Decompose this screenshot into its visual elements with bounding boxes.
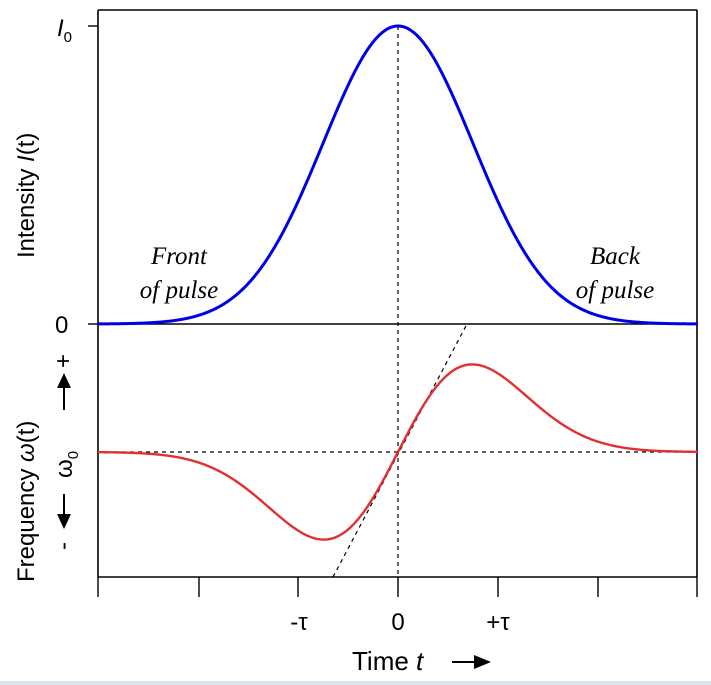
intensity-curve xyxy=(98,24,698,326)
intensity-label-prefix: Intensity xyxy=(13,162,40,258)
x-label-var: t xyxy=(416,646,425,676)
xtick-marks xyxy=(97,577,698,597)
intensity-label-var: I xyxy=(13,155,40,162)
freq-up-arrow-icon xyxy=(57,373,71,410)
x-axis-label: Time t xyxy=(352,646,425,676)
freq-minus-label: - xyxy=(50,542,77,550)
x-label-prefix: Time xyxy=(352,646,416,676)
ytick-i0-sub: 0 xyxy=(64,29,72,46)
frequency-axis-label: Frequency ω(t) xyxy=(13,421,40,582)
back-of-pulse-line1: Back xyxy=(590,243,641,270)
bottom-border-strip xyxy=(0,681,711,685)
front-of-pulse-line1: Front xyxy=(150,243,208,270)
freq-omega0-main: ω xyxy=(51,459,78,478)
freq-plus-label: + xyxy=(50,354,77,368)
front-of-pulse-line2: of pulse xyxy=(140,277,218,304)
xtick-label: -τ xyxy=(290,609,308,636)
intensity-axis-label: Intensity I(t) xyxy=(13,133,40,258)
freq-down-arrow-icon xyxy=(57,494,71,529)
freq-omega0-label: ω0 xyxy=(51,451,82,478)
frequency-curve xyxy=(98,363,698,541)
frequency-label-arg: (t) xyxy=(13,421,40,444)
back-of-pulse-line2: of pulse xyxy=(576,277,654,304)
ytick-i0-main: I xyxy=(57,15,64,42)
frequency-label-var: ω xyxy=(13,443,40,462)
xtick-label: +τ xyxy=(486,609,510,636)
ytick-label-i0: I0 xyxy=(57,15,72,46)
xtick-label: 0 xyxy=(391,609,404,636)
time-right-arrow-icon xyxy=(452,655,491,669)
ytick-label-zero: 0 xyxy=(55,312,68,339)
frequency-label-prefix: Frequency xyxy=(13,462,40,582)
freq-omega0-sub: 0 xyxy=(65,451,82,459)
intensity-label-arg: (t) xyxy=(13,133,40,156)
